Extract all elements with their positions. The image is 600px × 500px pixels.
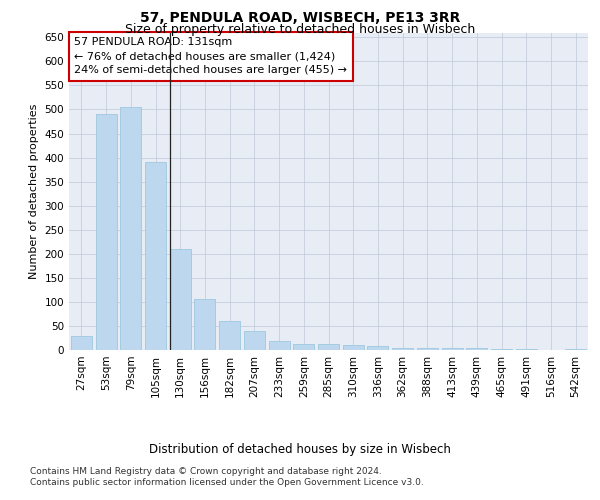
- Text: Distribution of detached houses by size in Wisbech: Distribution of detached houses by size …: [149, 442, 451, 456]
- Bar: [170, 249, 191, 350]
- Bar: [318, 344, 339, 350]
- Bar: [269, 342, 290, 350]
- Bar: [120, 107, 141, 350]
- Bar: [516, 349, 537, 350]
- Bar: [367, 346, 388, 350]
- Bar: [145, 162, 166, 350]
- Text: Contains HM Land Registry data © Crown copyright and database right 2024.
Contai: Contains HM Land Registry data © Crown c…: [30, 468, 424, 487]
- Text: 57 PENDULA ROAD: 131sqm
← 76% of detached houses are smaller (1,424)
24% of semi: 57 PENDULA ROAD: 131sqm ← 76% of detache…: [74, 38, 347, 76]
- Bar: [71, 336, 92, 350]
- Bar: [466, 348, 487, 350]
- Bar: [491, 348, 512, 350]
- Bar: [417, 348, 438, 350]
- Bar: [244, 331, 265, 350]
- Bar: [343, 345, 364, 350]
- Text: Size of property relative to detached houses in Wisbech: Size of property relative to detached ho…: [125, 22, 475, 36]
- Bar: [565, 348, 586, 350]
- Text: 57, PENDULA ROAD, WISBECH, PE13 3RR: 57, PENDULA ROAD, WISBECH, PE13 3RR: [140, 11, 460, 25]
- Bar: [194, 298, 215, 350]
- Bar: [442, 348, 463, 350]
- Y-axis label: Number of detached properties: Number of detached properties: [29, 104, 39, 279]
- Bar: [392, 348, 413, 350]
- Bar: [293, 344, 314, 350]
- Bar: [219, 321, 240, 350]
- Bar: [95, 114, 116, 350]
